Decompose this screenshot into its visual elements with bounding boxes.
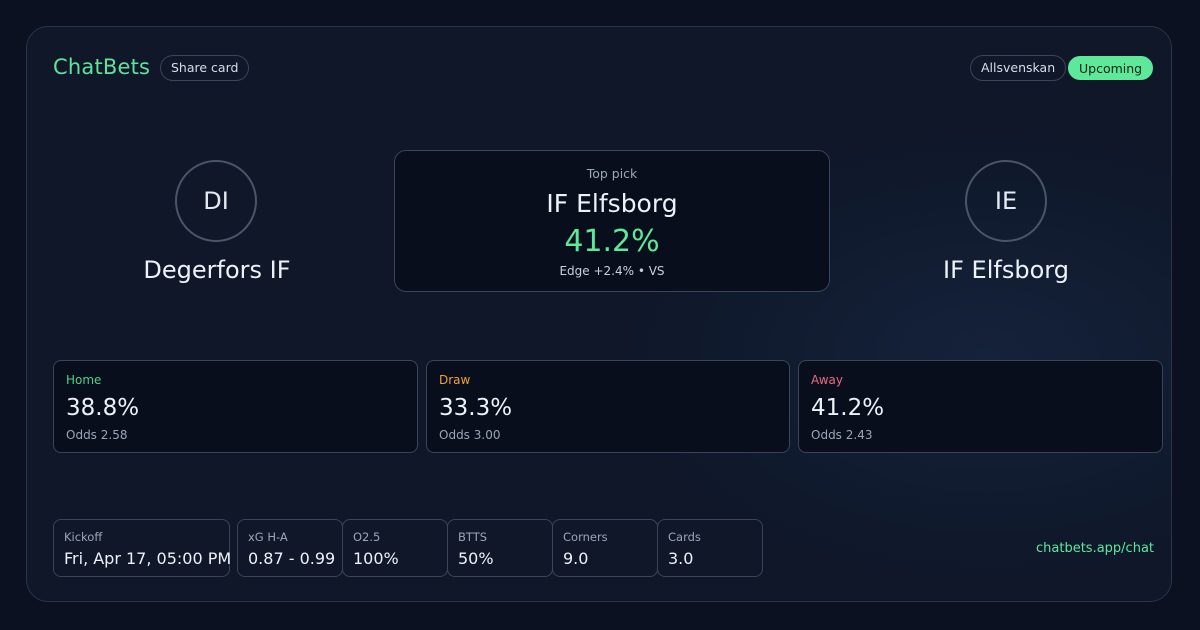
away-outcome-card: Away 41.2% Odds 2.43 <box>798 360 1163 453</box>
top-pick-team: IF Elfsborg <box>546 189 678 218</box>
away-outcome-label: Away <box>811 373 843 387</box>
stat-value: 3.0 <box>668 549 694 568</box>
league-badge: Allsvenskan <box>970 55 1067 81</box>
stat-xg: xG H-A 0.87 - 0.99 <box>237 519 343 577</box>
stat-over-2-5: O2.5 100% <box>342 519 448 577</box>
brand-logo: ChatBets <box>53 55 151 79</box>
status-badge: Upcoming <box>1068 56 1154 80</box>
stat-value: 0.87 - 0.99 <box>248 549 336 568</box>
home-team-name: Degerfors IF <box>143 256 291 284</box>
stat-value: Fri, Apr 17, 05:00 PM <box>64 549 232 568</box>
away-outcome-odds: Odds 2.43 <box>811 428 873 442</box>
away-outcome-probability: 41.2% <box>811 395 885 421</box>
stat-value: 9.0 <box>563 549 589 568</box>
stat-label: O2.5 <box>353 530 381 544</box>
stat-kickoff: Kickoff Fri, Apr 17, 05:00 PM <box>53 519 232 577</box>
draw-outcome-odds: Odds 3.00 <box>439 428 501 442</box>
home-outcome-probability: 38.8% <box>66 395 140 421</box>
top-pick-probability: 41.2% <box>564 224 660 259</box>
top-pick-panel: Top pick IF Elfsborg 41.2% Edge +2.4% • … <box>394 150 830 292</box>
stat-label: BTTS <box>458 530 488 544</box>
stat-value: 100% <box>353 549 399 568</box>
stat-value: 50% <box>458 549 494 568</box>
away-team-name: IF Elfsborg <box>943 256 1069 284</box>
draw-outcome-probability: 33.3% <box>439 395 513 421</box>
stat-label: Cards <box>668 530 701 544</box>
home-outcome-odds: Odds 2.58 <box>66 428 128 442</box>
top-pick-edge: Edge +2.4% • VS <box>559 264 665 278</box>
home-outcome-label: Home <box>66 373 102 387</box>
top-pick-label: Top pick <box>586 166 638 181</box>
share-card-button[interactable]: Share card <box>160 55 250 81</box>
away-team-avatar: IE <box>965 160 1047 242</box>
stat-corners: Corners 9.0 <box>552 519 658 577</box>
home-outcome-card: Home 38.8% Odds 2.58 <box>53 360 418 453</box>
stat-label: xG H-A <box>248 530 288 544</box>
chat-link[interactable]: chatbets.app/chat <box>1036 541 1155 556</box>
home-team-avatar: DI <box>175 160 257 242</box>
share-card: ChatBets Share card Allsvenskan Upcoming… <box>26 26 1172 602</box>
stat-cards: Cards 3.0 <box>657 519 763 577</box>
draw-outcome-label: Draw <box>439 373 471 387</box>
stat-label: Corners <box>563 530 608 544</box>
stat-btts: BTTS 50% <box>447 519 553 577</box>
draw-outcome-card: Draw 33.3% Odds 3.00 <box>426 360 790 453</box>
stat-label: Kickoff <box>64 530 103 544</box>
